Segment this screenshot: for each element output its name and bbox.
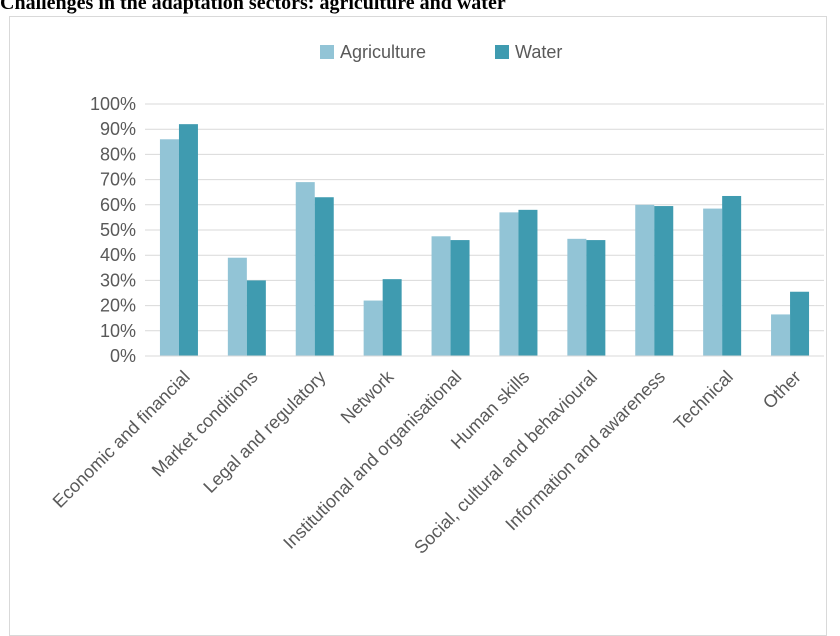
y-tick-label: 0%: [110, 346, 136, 366]
y-tick-label: 100%: [90, 94, 136, 114]
y-tick-label: 40%: [100, 245, 136, 265]
bar-agriculture: [499, 212, 519, 356]
bar-water: [518, 209, 538, 356]
bar-agriculture: [159, 139, 179, 356]
bar-agriculture: [703, 208, 723, 356]
bar-water: [382, 279, 402, 356]
bar-agriculture: [635, 204, 655, 356]
x-tick-label: Legal and regulatory: [199, 367, 329, 497]
y-tick-label: 70%: [100, 170, 136, 190]
y-tick-label: 20%: [100, 296, 136, 316]
legend-swatch-water: [495, 45, 509, 59]
y-tick-label: 90%: [100, 119, 136, 139]
y-tick-label: 80%: [100, 144, 136, 164]
bar-water: [178, 124, 198, 356]
y-tick-label: 30%: [100, 270, 136, 290]
bar-agriculture: [295, 182, 315, 356]
y-tick-label: 60%: [100, 195, 136, 215]
x-tick-label: Network: [337, 366, 399, 428]
legend-swatch-agriculture: [320, 45, 334, 59]
bar-water: [314, 197, 334, 356]
x-tick-label: Economic and financial: [49, 367, 194, 512]
y-tick-label: 50%: [100, 220, 136, 240]
x-tick-label: Other: [759, 367, 805, 413]
bar-water: [722, 195, 742, 356]
bar-water: [790, 291, 810, 356]
bar-agriculture: [227, 257, 247, 356]
bar-water: [654, 206, 674, 356]
legend-label-agriculture: Agriculture: [340, 42, 426, 62]
bars: [159, 124, 810, 356]
page-title: Challenges in the adaptation sectors: ag…: [0, 0, 506, 14]
bar-water: [586, 240, 606, 356]
bar-water: [450, 240, 470, 356]
bar-chart: 0% 10% 20% 30% 40% 50% 60% 70% 80% 90% 100% Econom…: [49, 42, 824, 558]
chart-frame: [9, 16, 827, 636]
bar-agriculture: [363, 300, 383, 356]
bar-agriculture: [567, 238, 587, 356]
legend-label-water: Water: [515, 42, 562, 62]
y-axis-tick-labels: 0% 10% 20% 30% 40% 50% 60% 70% 80% 90% 100%: [90, 94, 136, 366]
x-tick-label: Technical: [670, 367, 737, 434]
bar-agriculture: [771, 314, 791, 356]
bar-agriculture: [431, 236, 451, 356]
legend: Agriculture Water: [320, 42, 562, 62]
y-tick-label: 10%: [100, 321, 136, 341]
bar-water: [246, 280, 266, 356]
